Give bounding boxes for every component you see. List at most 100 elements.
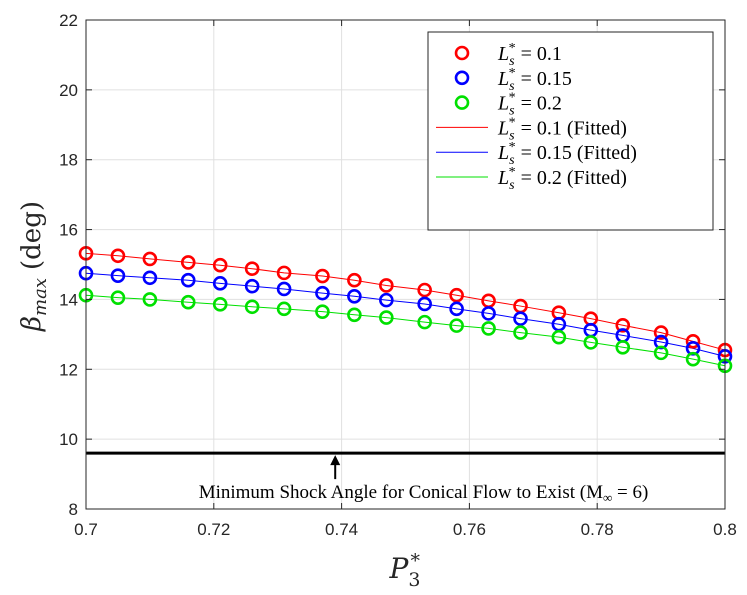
legend-symbol: L [497,167,509,189]
y-tick-label: 18 [59,151,78,170]
legend-value: = 0.15 [516,68,572,90]
marker-series-1 [347,288,362,304]
marker-series-0 [142,251,158,267]
marker-series-2 [180,294,196,310]
marker-series-2 [417,314,432,330]
legend-value: = 0.1 [516,43,562,65]
series-group [78,246,733,374]
marker-series-2 [449,318,464,333]
legend-superscript: * [509,140,516,155]
marker-series-0 [417,282,432,298]
marker-series-2 [615,339,631,355]
y-tick-label: 16 [59,221,78,240]
marker-series-2 [653,345,669,361]
x-tick-label: 0.78 [581,520,614,539]
legend-subscript: s [509,178,515,193]
legend-subscript: s [509,128,515,143]
reference-line-group: Minimum Shock Angle for Conical Flow to … [86,451,725,505]
y-tick-label: 10 [59,430,78,449]
marker-series-0 [653,325,669,340]
marker-series-2 [244,299,260,315]
marker-series-2 [110,290,126,305]
legend-value: = 0.2 [516,93,562,115]
x-axis-label: P3* [389,550,421,591]
marker-series-2 [513,325,528,340]
y-tick-label: 14 [59,290,78,309]
annotation-main: Minimum Shock Angle for Conical Flow to … [199,482,603,503]
ticks: 0.7 0.72 0.74 0.76 0.78 0.8 8 10 12 14 16 18 20 22 [59,11,737,539]
marker-series-0 [244,261,260,276]
x-axis-label-symbol: P [389,552,410,585]
marker-series-0 [276,265,292,281]
y-axis-label: βmax (deg) [17,201,51,332]
marker-series-1 [481,306,496,321]
x-tick-label: 0.8 [713,520,737,539]
marker-series-1 [417,296,432,312]
annotation-text: Minimum Shock Angle for Conical Flow to … [199,482,649,505]
marker-series-0 [347,272,362,288]
marker-series-1 [180,272,196,288]
marker-series-2 [685,351,701,367]
legend-label: Ls* = 0.15 (Fitted) [497,140,637,168]
marker-series-0 [379,278,394,293]
plot-frame [85,19,726,510]
legend-label: Ls* = 0.1 (Fitted) [497,115,627,143]
legend-label: Ls* = 0.15 [497,66,572,94]
legend-symbol: L [497,68,509,90]
y-axis-label-unit: (deg) [17,201,47,270]
marker-series-1 [110,268,126,283]
y-axis-label-symbol: β [17,316,47,332]
marker-series-1 [142,270,158,286]
marker-series-0 [449,287,464,303]
marker-series-2 [276,301,292,317]
marker-series-2 [315,304,330,319]
legend-subscript: s [509,79,515,94]
y-axis-label-subscript: max [30,278,51,316]
legend-marker [454,45,470,61]
legend-label: Ls* = 0.2 [497,91,562,119]
legend-value: = 0.1 (Fitted) [516,117,627,139]
annotation-arrow-head [330,455,341,466]
y-tick-label: 22 [59,11,78,30]
marker-series-1 [315,285,330,301]
legend-symbol: L [497,43,509,65]
legend-symbol: L [497,93,509,115]
legend-superscript: * [509,91,516,106]
legend-symbol: L [497,117,509,139]
marker-series-0 [110,248,126,264]
marker-series-1 [513,311,528,326]
legend-symbol: L [497,142,509,164]
annotation-subscript: ∞ [603,490,612,505]
legend-superscript: * [509,66,516,81]
legend-superscript: * [509,165,516,180]
marker-series-0 [315,268,330,284]
legend-subscript: s [509,104,515,119]
marker-series-2 [583,335,599,350]
marker-series-1 [276,281,292,297]
marker-series-0 [685,334,701,349]
marker-series-1 [449,301,464,317]
legend-subscript: s [509,153,515,168]
marker-series-2 [347,307,362,323]
marker-series-2 [481,321,496,336]
x-tick-label: 0.7 [74,520,98,539]
x-tick-label: 0.74 [325,520,358,539]
legend-label: Ls* = 0.1 [497,41,562,69]
legend-label: Ls* = 0.2 (Fitted) [497,165,627,193]
x-axis-label-subscript: 3 [408,569,420,591]
x-tick-label: 0.72 [197,520,230,539]
legend-subscript: s [509,54,515,69]
annotation-suffix: = 6) [612,482,648,503]
legend-value: = 0.15 (Fitted) [516,142,637,164]
marker-series-2 [212,297,228,312]
marker-series-0 [615,317,631,333]
legend-marker [454,70,470,86]
marker-series-2 [551,329,567,345]
y-tick-label: 8 [69,500,78,519]
legend-superscript: * [509,41,516,56]
legend-box [427,31,714,231]
marker-series-1 [212,276,228,291]
marker-series-1 [244,278,260,294]
marker-series-0 [180,255,196,270]
